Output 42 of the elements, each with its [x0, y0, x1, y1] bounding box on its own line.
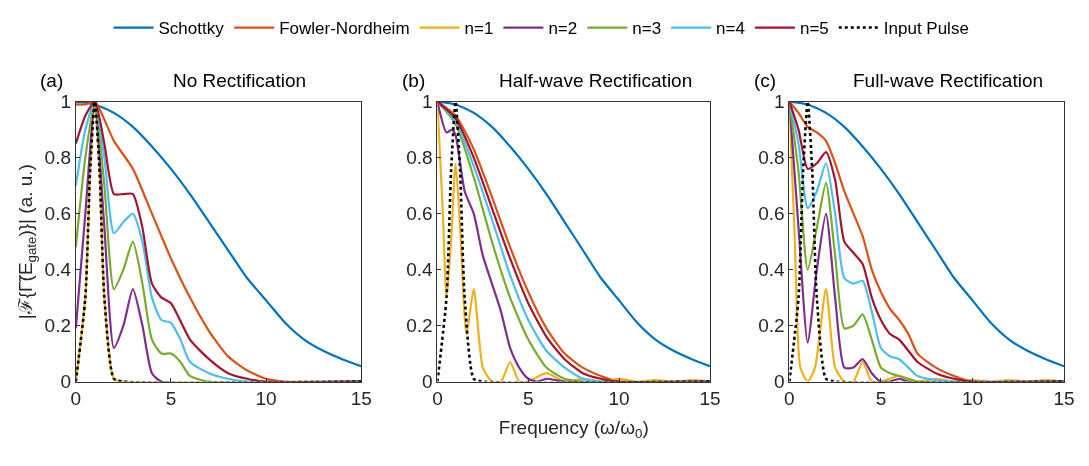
y-tick-label: 0.6	[44, 203, 72, 225]
legend-label: n=1	[464, 19, 494, 39]
x-tick-label: 10	[961, 388, 984, 410]
y-tick-label: 0.2	[44, 315, 72, 337]
y-tick-label: 0.2	[758, 315, 785, 337]
x-tick-label: 15	[1053, 388, 1075, 410]
y-tick-label: 0.6	[406, 203, 433, 225]
legend-label: n=4	[716, 19, 745, 39]
text: (c)	[754, 70, 777, 91]
x-tick-label: 5	[522, 388, 534, 410]
text: (b)	[402, 70, 426, 91]
y-tick-label: 0.6	[758, 203, 785, 225]
y-tick-label: 1	[773, 91, 785, 113]
y-tick-label: 0.4	[406, 259, 434, 281]
x-tick-label: 5	[165, 388, 177, 410]
y-tick-label: 1	[422, 91, 433, 113]
y-tick-label: 0.4	[44, 259, 72, 281]
y-tick-label: 0.8	[406, 147, 433, 169]
legend-label: Input Pulse	[883, 19, 969, 39]
chart-title: Full-wave Rectification	[853, 70, 1044, 91]
chart-title: Half-wave Rectification	[499, 70, 693, 91]
y-tick-label: 0	[60, 371, 72, 393]
y-tick-label: 0.2	[406, 315, 433, 337]
y-tick-label: 0	[422, 371, 433, 393]
legend-label: Schottky	[158, 19, 225, 39]
legend-label: Fowler-Nordheim	[279, 19, 410, 39]
legend-label: n=5	[799, 19, 829, 39]
x-tick-label: 5	[875, 388, 887, 410]
y-tick-label: 0.8	[758, 147, 785, 169]
x-tick-label: 10	[608, 388, 630, 410]
legend-label: n=3	[632, 19, 662, 39]
x-tick-label: 15	[350, 388, 372, 410]
x-tick-label: 15	[699, 388, 721, 410]
chart-title: No Rectification	[173, 70, 307, 91]
y-tick-label: 0.4	[758, 259, 785, 281]
y-tick-label: 1	[60, 91, 72, 113]
x-tick-label: 10	[255, 388, 277, 410]
y-tick-label: 0.8	[44, 147, 72, 169]
y-tick-label: 0	[773, 371, 785, 393]
x-axis-title: Frequency (ω/ω$_{0}$)	[498, 417, 649, 442]
legend-label: n=2	[548, 19, 578, 39]
text: (a)	[40, 70, 64, 91]
